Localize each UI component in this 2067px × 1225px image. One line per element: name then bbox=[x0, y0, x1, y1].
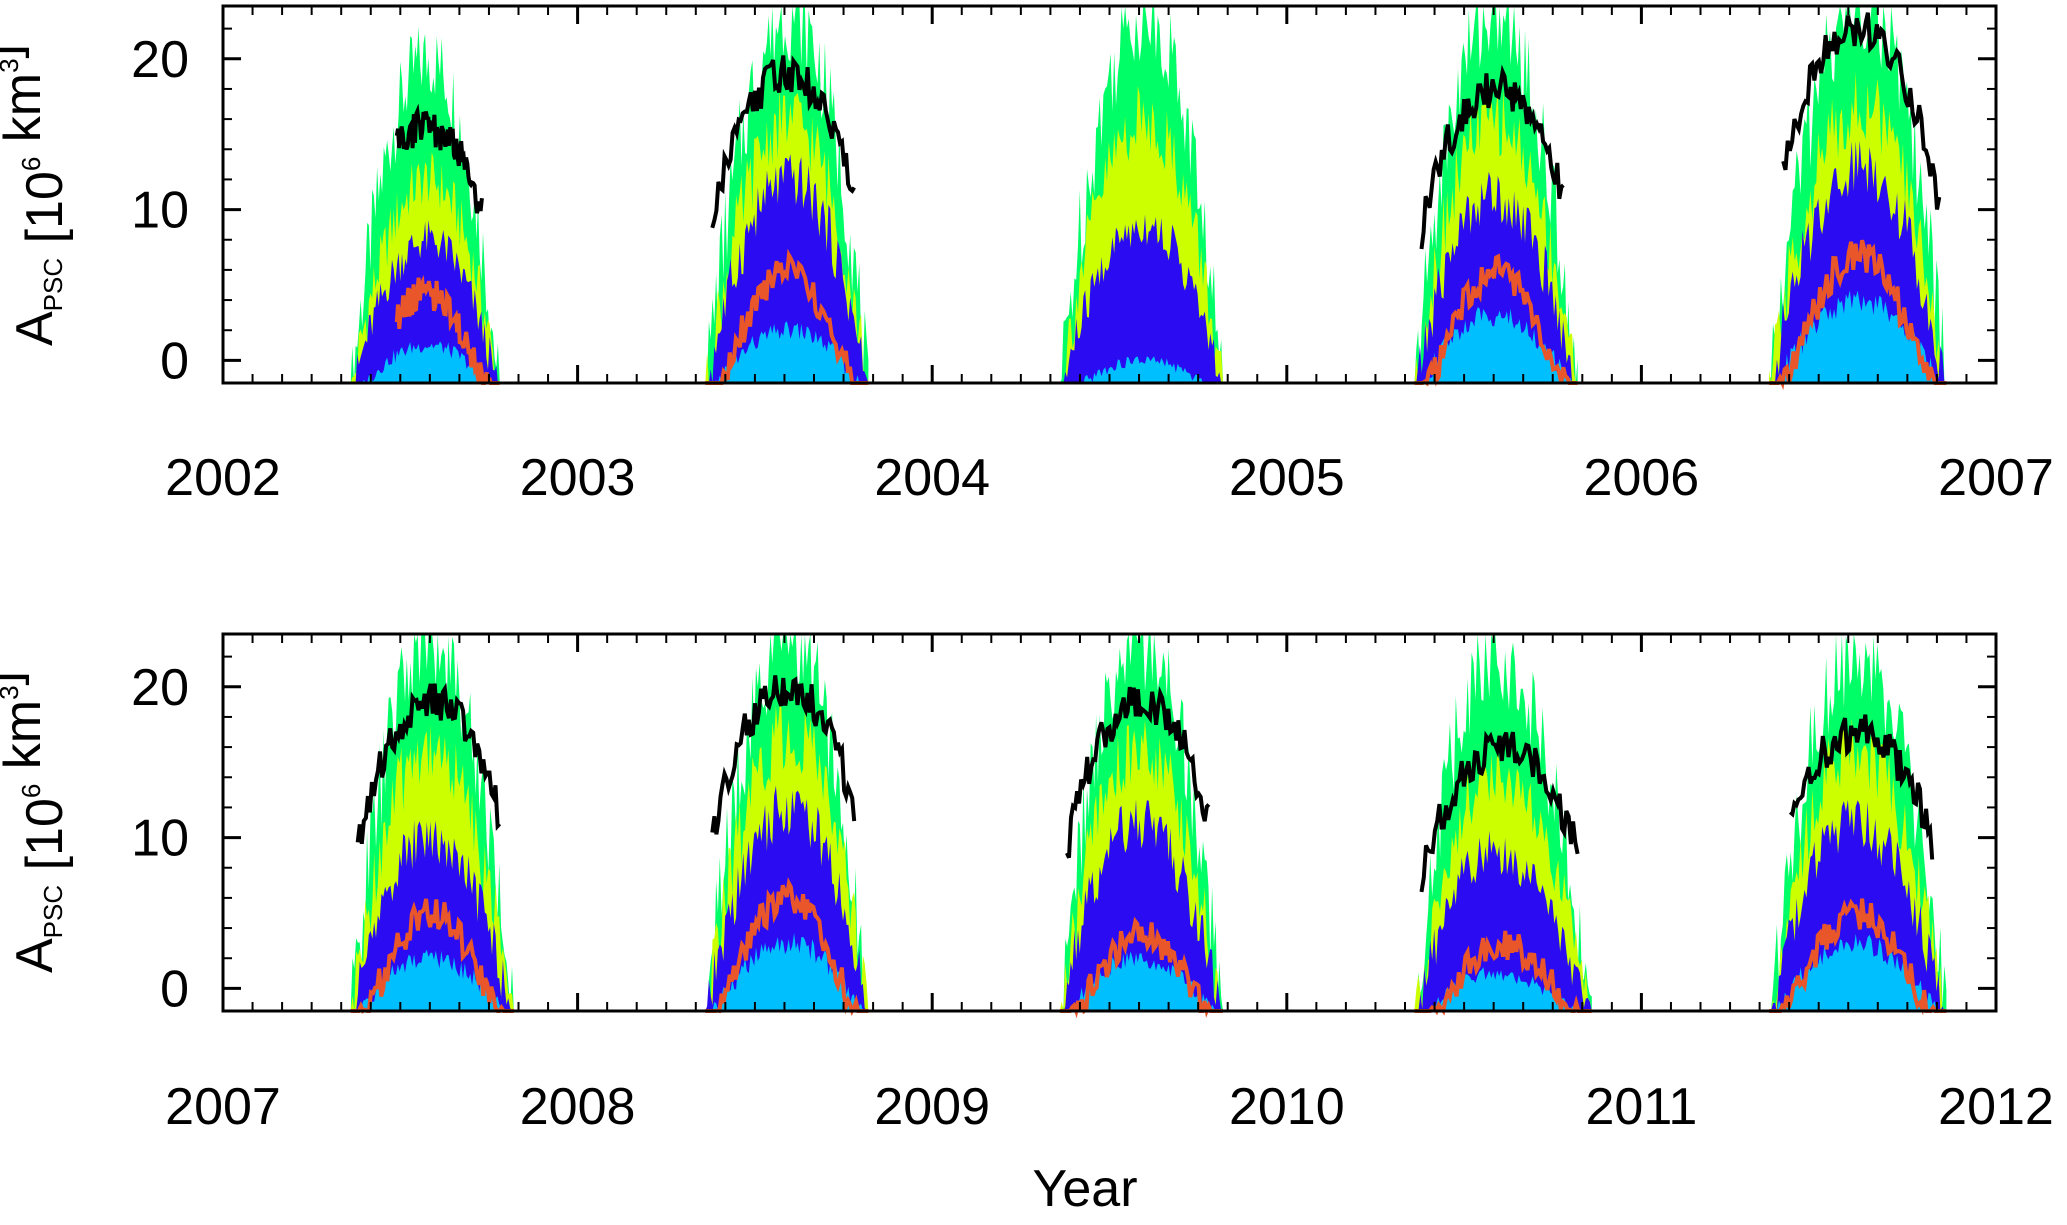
x-tick-label-bottom: 2010 bbox=[1229, 1078, 1345, 1136]
bottom-panel: 2007 2008 2009 2010 2011 2012 0 10 20 APSC [106 … bbox=[0, 632, 2054, 1136]
black-series-line-bottom-season-0 bbox=[355, 682, 502, 845]
x-tick-label-bottom: 2011 bbox=[1585, 1078, 1697, 1136]
y-axis-title-part: 6 bbox=[16, 157, 46, 171]
x-tick-label-bottom: 2012 bbox=[1938, 1078, 2054, 1136]
cyan-band-top-season-2 bbox=[1059, 356, 1223, 383]
y-axis-title-part: [10 bbox=[16, 171, 74, 258]
red-series-line-top-season-0 bbox=[394, 274, 500, 385]
x-tick-label-top: 2006 bbox=[1584, 449, 1700, 507]
y-axis-title-part: 6 bbox=[16, 784, 46, 798]
top-panel-y-axis-title: APSC [106 km3] bbox=[0, 44, 74, 346]
black-series-line-top-season-0 bbox=[394, 103, 484, 214]
y-axis-title-top: APSC [106 km3] bbox=[0, 44, 74, 346]
bottom-panel-lines bbox=[350, 675, 1947, 1019]
top-panel-lines bbox=[394, 12, 1947, 391]
x-tick-label-bottom: 2009 bbox=[874, 1078, 990, 1136]
y-axis-title-part: PSC bbox=[38, 885, 68, 938]
y-tick-label-bottom: 10 bbox=[131, 810, 189, 868]
cyan-band-bottom-season-0 bbox=[350, 949, 514, 1011]
cyan-band-bottom-season-2 bbox=[1059, 951, 1223, 1011]
blue-band-top-season-2 bbox=[1059, 214, 1223, 383]
black-series-line-bottom-season-3 bbox=[1419, 730, 1580, 893]
top-panel: 2002 2003 2004 2005 2006 2007 0 10 20 APSC [106 … bbox=[0, 4, 2054, 507]
y-tick-label-top: 10 bbox=[131, 182, 189, 240]
x-tick-label-top: 2007 bbox=[1938, 449, 2054, 507]
top-panel-fills bbox=[350, 6, 1947, 384]
black-series-line-bottom-season-1 bbox=[710, 675, 857, 835]
y-axis-title-part: km bbox=[0, 73, 52, 157]
y-axis-title-part: A bbox=[6, 311, 64, 346]
bottom-panel-y-axis-title: APSC [106 km3] bbox=[0, 671, 74, 973]
cyan-band-top-season-0 bbox=[350, 341, 500, 383]
cyan-band-top-season-3 bbox=[1414, 307, 1578, 383]
y-axis-title-part: PSC bbox=[38, 258, 68, 311]
cyan-band-bottom-season-4 bbox=[1769, 933, 1947, 1011]
black-series-line-top-season-1 bbox=[710, 55, 856, 229]
y-tick-label-bottom: 20 bbox=[131, 659, 189, 717]
y-axis-title-part: ] bbox=[0, 671, 30, 685]
red-series-line-bottom-season-2 bbox=[1059, 916, 1223, 1019]
x-tick-label-top: 2003 bbox=[520, 449, 636, 507]
black-series-line-top-season-4 bbox=[1781, 12, 1942, 210]
bottom-panel-fills bbox=[350, 634, 1947, 1011]
blue-band-bottom-season-3 bbox=[1414, 830, 1592, 1011]
top-panel-ticks: 2002 2003 2004 2005 2006 2007 0 10 20 bbox=[131, 5, 2054, 507]
y-tick-label-bottom: 0 bbox=[160, 960, 189, 1018]
x-tick-label-bottom: 2008 bbox=[520, 1078, 636, 1136]
red-series-line-top-season-3 bbox=[1414, 253, 1578, 387]
red-series-line-bottom-season-1 bbox=[705, 877, 869, 1016]
black-series-line-bottom-season-2 bbox=[1065, 686, 1211, 859]
x-axis-title: Year bbox=[1032, 1160, 1137, 1218]
black-series-line-top-season-3 bbox=[1419, 64, 1565, 250]
cyan-band-bottom-season-1 bbox=[705, 933, 869, 1011]
cyan-band-top-season-4 bbox=[1769, 290, 1947, 383]
y-axis-title-part: ] bbox=[0, 44, 30, 58]
cyan-band-bottom-season-3 bbox=[1414, 967, 1592, 1011]
red-series-line-top-season-1 bbox=[705, 248, 869, 385]
x-tick-label-bottom: 2007 bbox=[165, 1078, 281, 1136]
red-series-line-bottom-season-4 bbox=[1769, 898, 1947, 1016]
cyan-band-top-season-1 bbox=[705, 321, 869, 383]
y-axis-title-part: [10 bbox=[16, 798, 74, 885]
y-axis-title-part: km bbox=[0, 700, 52, 784]
black-series-line-bottom-season-4 bbox=[1788, 714, 1935, 860]
blue-band-bottom-season-2 bbox=[1059, 799, 1223, 1011]
y-axis-title-part: 3 bbox=[0, 685, 24, 699]
bottom-panel-ticks: 2007 2008 2009 2010 2011 2012 0 10 20 bbox=[131, 633, 2054, 1136]
x-tick-label-top: 2002 bbox=[165, 449, 281, 507]
y-axis-title-part: A bbox=[6, 938, 64, 973]
red-series-line-bottom-season-3 bbox=[1414, 930, 1592, 1016]
red-series-line-bottom-season-0 bbox=[350, 898, 514, 1014]
y-tick-label-top: 0 bbox=[160, 332, 189, 390]
x-tick-label-top: 2004 bbox=[874, 449, 990, 507]
y-tick-label-top: 20 bbox=[131, 31, 189, 89]
y-axis-title-bottom: APSC [106 km3] bbox=[0, 671, 74, 973]
red-series-line-top-season-4 bbox=[1769, 239, 1947, 391]
y-axis-title-part: 3 bbox=[0, 58, 24, 72]
x-tick-label-top: 2005 bbox=[1229, 449, 1345, 507]
